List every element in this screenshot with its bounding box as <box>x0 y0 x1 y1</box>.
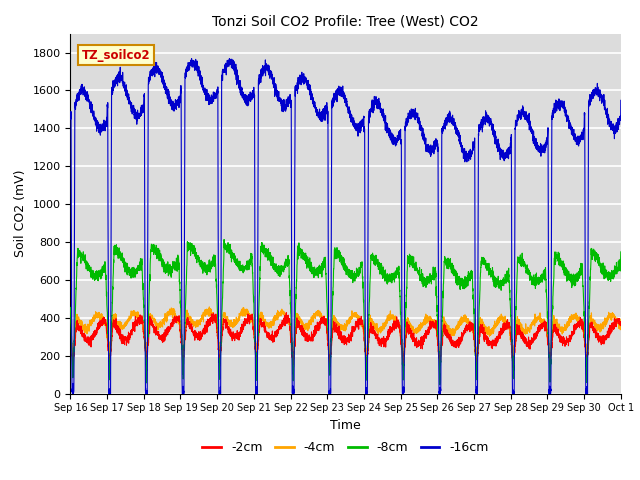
Title: Tonzi Soil CO2 Profile: Tree (West) CO2: Tonzi Soil CO2 Profile: Tree (West) CO2 <box>212 14 479 28</box>
Legend: -2cm, -4cm, -8cm, -16cm: -2cm, -4cm, -8cm, -16cm <box>197 436 494 459</box>
X-axis label: Time: Time <box>330 419 361 432</box>
Text: TZ_soilco2: TZ_soilco2 <box>81 49 150 62</box>
Y-axis label: Soil CO2 (mV): Soil CO2 (mV) <box>14 170 27 257</box>
